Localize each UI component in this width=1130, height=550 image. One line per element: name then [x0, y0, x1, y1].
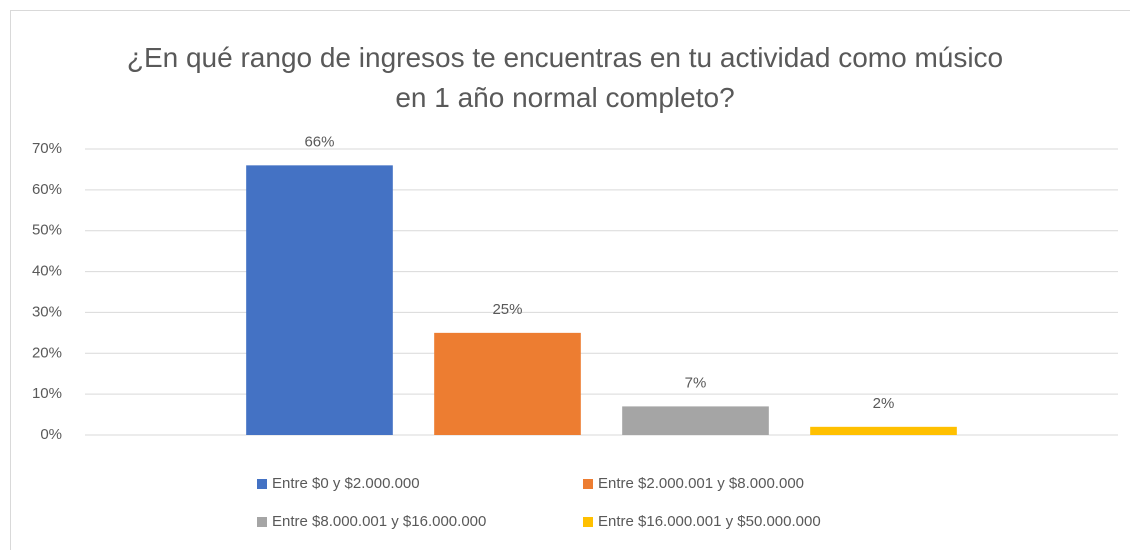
legend-label: Entre $0 y $2.000.000 [272, 475, 420, 492]
data-label: 25% [492, 301, 522, 318]
bar [622, 406, 769, 435]
y-tick-label: 60% [32, 181, 62, 198]
legend-label: Entre $16.000.001 y $50.000.000 [598, 513, 821, 530]
y-tick-label: 70% [32, 140, 62, 157]
y-tick-label: 50% [32, 222, 62, 239]
legend-label: Entre $8.000.001 y $16.000.000 [272, 513, 486, 530]
legend-swatch [257, 517, 267, 527]
data-label: 7% [685, 374, 707, 391]
y-tick-label: 40% [32, 263, 62, 280]
bar [246, 165, 393, 436]
bar [810, 426, 957, 435]
y-tick-label: 30% [32, 303, 62, 320]
legend-swatch [257, 479, 267, 489]
y-tick-label: 0% [40, 426, 62, 443]
chart-title: ¿En qué rango de ingresos te encuentras … [126, 42, 1004, 113]
legend-swatch [583, 517, 593, 527]
y-tick-label: 10% [32, 385, 62, 402]
data-label: 2% [873, 395, 895, 412]
legend-swatch [583, 479, 593, 489]
data-label: 66% [304, 133, 334, 150]
legend-label: Entre $2.000.001 y $8.000.000 [598, 475, 804, 492]
bar [434, 332, 581, 435]
chart-border [10, 10, 1130, 550]
y-tick-label: 20% [32, 344, 62, 361]
